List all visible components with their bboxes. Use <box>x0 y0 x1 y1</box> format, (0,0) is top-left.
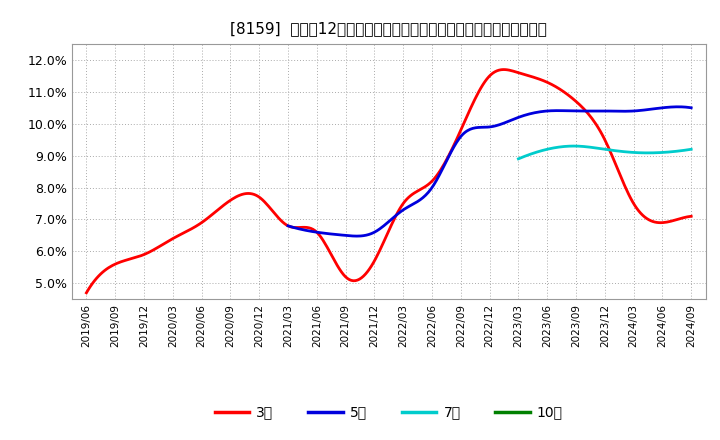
Title: [8159]  売上高12か月移動合計の対前年同期増減率の標準偏差の推移: [8159] 売上高12か月移動合計の対前年同期増減率の標準偏差の推移 <box>230 21 547 36</box>
Legend: 3年, 5年, 7年, 10年: 3年, 5年, 7年, 10年 <box>209 400 569 425</box>
